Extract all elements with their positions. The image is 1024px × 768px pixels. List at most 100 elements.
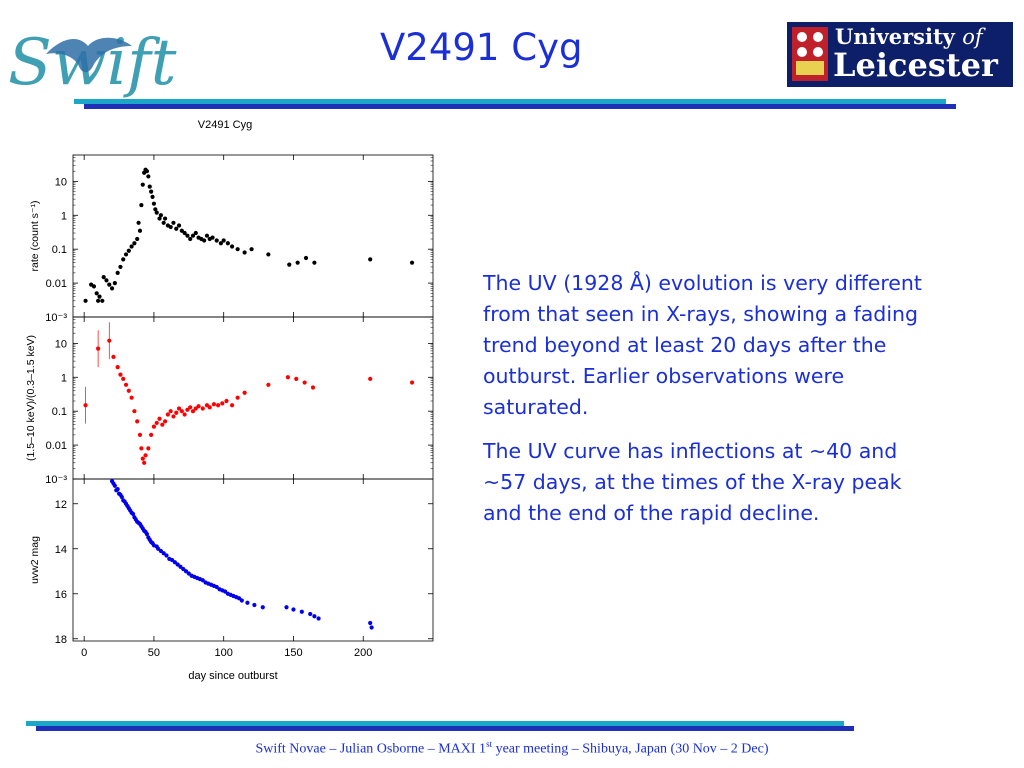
data-point bbox=[136, 220, 141, 225]
data-point bbox=[239, 598, 244, 603]
data-point bbox=[165, 412, 170, 417]
data-point bbox=[139, 446, 144, 451]
data-point bbox=[151, 424, 157, 429]
data-point bbox=[164, 553, 169, 558]
footer-rule-bottom bbox=[36, 726, 854, 731]
y-axis-label: uvw2 mag bbox=[29, 536, 41, 584]
y-axis-label: (1.5–10 keV)/(0.3–1.5 keV) bbox=[25, 335, 37, 461]
data-point bbox=[143, 453, 148, 458]
data-point bbox=[188, 236, 193, 242]
data-point bbox=[182, 230, 187, 236]
data-point bbox=[160, 422, 165, 427]
y-tick-label: 18 bbox=[55, 634, 67, 646]
data-point bbox=[97, 294, 102, 299]
data-point bbox=[111, 354, 116, 359]
data-point bbox=[409, 260, 415, 265]
data-point bbox=[169, 557, 175, 563]
header-rule-top bbox=[74, 99, 946, 104]
data-point bbox=[157, 416, 162, 421]
data-point bbox=[157, 216, 162, 221]
y-tick-label: 0.01 bbox=[46, 278, 67, 290]
body-text: The UV (1928 Å) evolution is very differ… bbox=[483, 268, 923, 542]
data-point bbox=[218, 241, 224, 246]
data-point bbox=[185, 233, 190, 238]
data-point bbox=[115, 270, 120, 275]
data-point bbox=[220, 401, 225, 406]
data-point bbox=[183, 569, 189, 574]
data-point bbox=[185, 407, 190, 412]
data-point bbox=[266, 382, 271, 387]
data-point bbox=[118, 264, 123, 270]
data-point bbox=[172, 560, 177, 565]
data-point bbox=[235, 247, 240, 252]
data-point bbox=[149, 189, 154, 194]
slide-title: V2491 Cyg bbox=[380, 26, 583, 69]
data-point bbox=[174, 410, 179, 415]
data-point bbox=[312, 614, 317, 619]
data-point bbox=[96, 298, 101, 303]
data-point bbox=[91, 284, 97, 289]
data-point bbox=[107, 282, 112, 287]
data-point bbox=[242, 390, 247, 395]
data-point bbox=[168, 409, 173, 414]
data-point bbox=[224, 398, 229, 404]
data-point bbox=[140, 182, 145, 187]
leicester-university-text: University of bbox=[835, 24, 983, 49]
data-point bbox=[308, 611, 313, 617]
data-point bbox=[211, 402, 217, 407]
data-point bbox=[115, 487, 120, 492]
data-point bbox=[175, 562, 180, 567]
data-point bbox=[126, 248, 131, 253]
data-point bbox=[171, 220, 176, 225]
data-point bbox=[287, 262, 292, 267]
data-point bbox=[196, 404, 201, 409]
data-point bbox=[168, 224, 173, 230]
data-point bbox=[181, 566, 186, 572]
data-point bbox=[299, 609, 304, 614]
data-point bbox=[130, 511, 136, 516]
data-point bbox=[129, 395, 134, 400]
data-point bbox=[229, 244, 235, 249]
data-point bbox=[316, 616, 321, 621]
data-point bbox=[161, 551, 166, 556]
data-point bbox=[214, 584, 219, 590]
data-point bbox=[249, 247, 254, 252]
data-point bbox=[188, 405, 193, 410]
data-point bbox=[204, 233, 210, 238]
data-point bbox=[139, 202, 144, 208]
data-point bbox=[176, 223, 182, 228]
leicester-logo: University of Leicester bbox=[787, 22, 1013, 87]
data-point bbox=[291, 607, 296, 612]
data-point bbox=[222, 589, 228, 594]
data-point bbox=[119, 494, 124, 500]
y-tick-label: 10 bbox=[55, 338, 67, 350]
chart-title: V2491 Cyg bbox=[198, 119, 252, 131]
leicester-name-text: Leicester bbox=[833, 46, 998, 84]
data-point bbox=[242, 250, 247, 255]
data-point bbox=[285, 375, 290, 380]
data-point bbox=[235, 395, 240, 400]
body-paragraph-2: The UV curve has inflections at ~40 and … bbox=[483, 439, 902, 525]
footer-text-start: Swift Novae – Julian Osborne – MAXI 1 bbox=[255, 741, 487, 757]
data-point bbox=[178, 564, 183, 569]
footer-text-end: year meeting – Shibuya, Japan (30 Nov – … bbox=[492, 741, 769, 757]
y-axis-label: rate (count s⁻¹) bbox=[29, 201, 41, 272]
data-point bbox=[193, 406, 198, 411]
data-point bbox=[149, 432, 154, 437]
panel-frame bbox=[72, 478, 434, 642]
data-point bbox=[214, 238, 219, 243]
y-tick-label: 0.01 bbox=[46, 440, 67, 452]
data-point bbox=[179, 409, 184, 414]
data-point bbox=[158, 548, 164, 554]
swift-logo: Swift bbox=[8, 26, 177, 98]
data-point bbox=[150, 194, 155, 199]
data-point bbox=[137, 432, 143, 437]
data-point bbox=[121, 257, 126, 262]
data-point bbox=[174, 226, 179, 231]
data-point bbox=[144, 532, 150, 537]
data-point bbox=[121, 376, 126, 381]
data-point bbox=[123, 382, 129, 387]
data-point bbox=[161, 220, 166, 225]
x-tick-label: 0 bbox=[81, 647, 87, 659]
footer-text-sup: st bbox=[486, 739, 493, 749]
